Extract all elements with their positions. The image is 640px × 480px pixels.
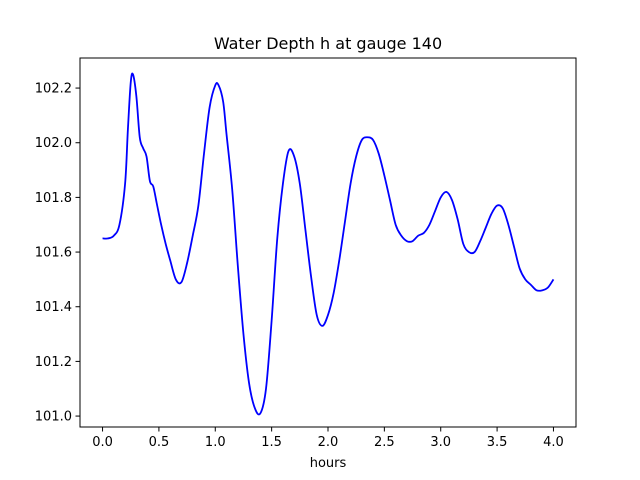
x-tick-label: 1.5	[261, 435, 282, 450]
x-tick-label: 3.5	[487, 435, 508, 450]
series-line-0	[102, 72, 555, 416]
x-tick-label: 0.0	[92, 435, 113, 450]
y-tick-label: 101.4	[35, 300, 72, 315]
y-tick-label: 101.6	[35, 246, 72, 261]
x-axis: 0.0 0.5 1.0 1.5 2.0 2.5 3.0 3.5 4.0	[92, 427, 564, 450]
x-axis-label: hours	[310, 456, 347, 471]
chart-title: Water Depth h at gauge 140	[214, 34, 442, 53]
x-tick-label: 4.0	[543, 435, 564, 450]
y-tick-label: 102.0	[35, 136, 72, 151]
x-tick-label: 2.0	[318, 435, 339, 450]
x-tick-label: 0.5	[149, 435, 170, 450]
y-tick-label: 101.2	[35, 355, 72, 370]
y-axis: 101.0 101.2 101.4 101.6 101.8 102.0 102.2	[35, 82, 80, 425]
x-tick-label: 1.0	[205, 435, 226, 450]
y-tick-label: 101.0	[35, 410, 72, 425]
y-tick-label: 102.2	[35, 82, 72, 97]
x-tick-label: 2.5	[374, 435, 395, 450]
y-tick-label: 101.8	[35, 191, 72, 206]
x-tick-label: 3.0	[430, 435, 451, 450]
